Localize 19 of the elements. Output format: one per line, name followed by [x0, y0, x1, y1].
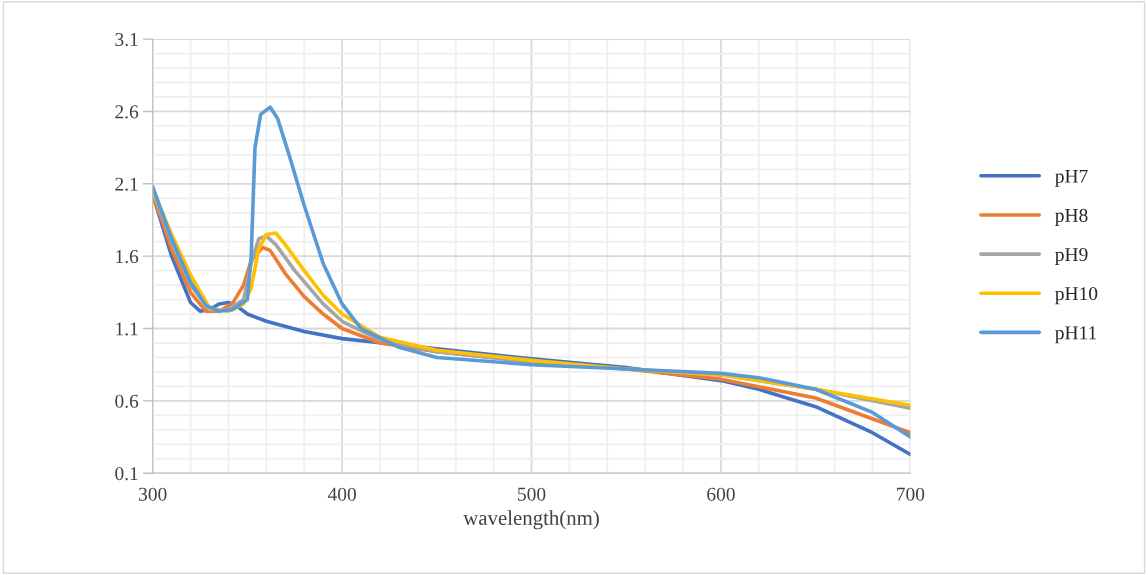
- x-tick-label: 600: [707, 487, 735, 501]
- x-tick-label: 700: [897, 487, 925, 501]
- legend-label: pH10: [1055, 287, 1098, 305]
- y-tick-label: 0.6: [115, 394, 139, 408]
- legend-label: pH11: [1055, 326, 1097, 344]
- y-tick-label: 0.1: [115, 467, 138, 481]
- y-tick-label: 3.1: [115, 32, 138, 47]
- x-tick-label: 300: [139, 487, 167, 501]
- x-axis-title: wavelength(nm): [463, 510, 599, 530]
- y-tick-label: 1.6: [116, 250, 139, 264]
- y-tick-label: 2.6: [115, 105, 139, 119]
- legend-label: pH9: [1055, 248, 1088, 266]
- legend-label: pH8: [1055, 208, 1088, 226]
- y-tick-label: 1.1: [116, 322, 138, 336]
- y-tick-label: 2.1: [115, 177, 138, 191]
- x-tick-label: 400: [327, 487, 356, 501]
- legend-label: pH7: [1055, 169, 1088, 187]
- x-tick-label: 500: [518, 487, 546, 501]
- line-series: [152, 105, 911, 439]
